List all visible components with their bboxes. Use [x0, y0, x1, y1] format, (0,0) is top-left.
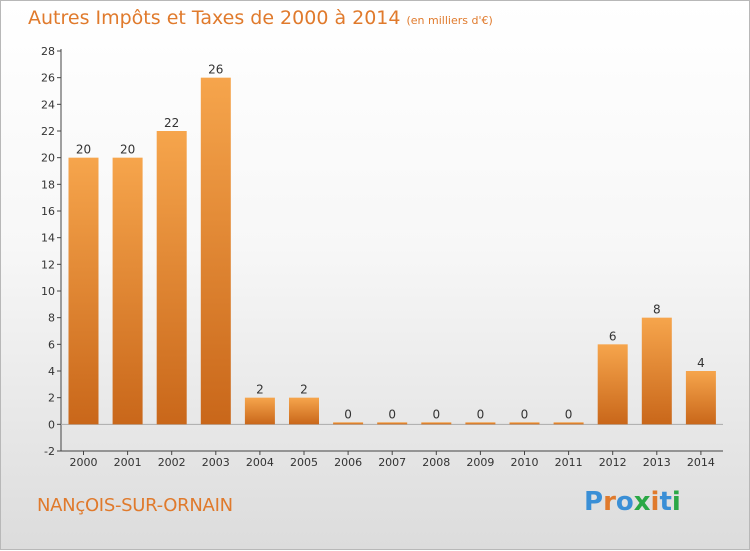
bar — [68, 157, 99, 425]
bar — [377, 422, 408, 425]
bar — [156, 131, 187, 425]
data-label: 20 — [76, 143, 91, 157]
x-tick-label: 2011 — [555, 456, 583, 469]
title-unit: (en milliers d'€) — [406, 14, 493, 27]
x-tick-label: 2007 — [378, 456, 406, 469]
bar — [597, 344, 628, 425]
x-tick-label: 2014 — [687, 456, 715, 469]
bar — [685, 371, 716, 425]
y-tick-label: 14 — [41, 232, 55, 245]
y-tick-label: 4 — [48, 365, 55, 378]
y-tick-label: 12 — [41, 258, 55, 271]
x-tick-label: 2006 — [334, 456, 362, 469]
title-text: Autres Impôts et Taxes de 2000 à 2014 — [28, 7, 401, 29]
y-tick-label: 2 — [48, 392, 55, 405]
y-tick-label: 24 — [41, 98, 55, 111]
y-tick-label: -2 — [44, 445, 55, 458]
x-tick-label: 2009 — [466, 456, 494, 469]
y-tick-label: 22 — [41, 125, 55, 138]
data-label: 8 — [653, 303, 661, 317]
logo-letter: i — [671, 487, 681, 517]
data-label: 20 — [120, 143, 135, 157]
logo-letter: P — [584, 487, 604, 517]
data-label: 0 — [388, 407, 396, 421]
logo-letter: t — [659, 487, 672, 517]
logo-letter: x — [633, 487, 651, 517]
x-tick-label: 2008 — [422, 456, 450, 469]
y-tick-label: 26 — [41, 72, 55, 85]
bars — [68, 77, 716, 425]
commune-name: NANçOIS-SUR-ORNAIN — [37, 495, 233, 516]
x-tick-label: 2012 — [599, 456, 627, 469]
bar — [112, 157, 143, 425]
logo-letter: r — [603, 487, 616, 517]
data-label: 0 — [477, 407, 485, 421]
y-tick-label: 0 — [48, 418, 55, 431]
y-tick-label: 6 — [48, 338, 55, 351]
bar — [200, 77, 231, 425]
bar — [465, 422, 496, 425]
x-tick-label: 2005 — [290, 456, 318, 469]
data-label: 2 — [256, 383, 264, 397]
chart-title: Autres Impôts et Taxes de 2000 à 2014 (en… — [28, 7, 493, 29]
data-label: 0 — [565, 407, 573, 421]
y-tick-label: 20 — [41, 152, 55, 165]
y-tick-label: 16 — [41, 205, 55, 218]
data-label: 22 — [164, 116, 179, 130]
y-tick-label: 8 — [48, 312, 55, 325]
data-label: 0 — [432, 407, 440, 421]
bar — [641, 317, 672, 425]
y-tick-label: 18 — [41, 178, 55, 191]
y-tick-label: 10 — [41, 285, 55, 298]
data-label: 26 — [208, 63, 223, 77]
x-tick-label: 2010 — [511, 456, 539, 469]
bar — [509, 422, 540, 425]
data-label: 0 — [344, 407, 352, 421]
bar — [333, 422, 364, 425]
proxiti-logo[interactable]: Proxiti — [584, 487, 681, 517]
y-tick-label: 28 — [41, 45, 55, 58]
bar — [289, 397, 319, 425]
x-tick-label: 2002 — [158, 456, 186, 469]
bar — [244, 397, 275, 425]
data-label: 4 — [697, 356, 705, 370]
x-tick-label: 2003 — [202, 456, 230, 469]
x-tick-label: 2004 — [246, 456, 274, 469]
data-label: 6 — [609, 329, 617, 343]
bar — [553, 422, 584, 425]
x-tick-label: 2013 — [643, 456, 671, 469]
bar — [421, 422, 452, 425]
data-label: 0 — [521, 407, 529, 421]
data-label: 2 — [300, 383, 308, 397]
x-tick-label: 2001 — [114, 456, 142, 469]
logo-letter: o — [615, 487, 634, 517]
logo-letter: i — [650, 487, 660, 517]
x-tick-label: 2000 — [70, 456, 98, 469]
